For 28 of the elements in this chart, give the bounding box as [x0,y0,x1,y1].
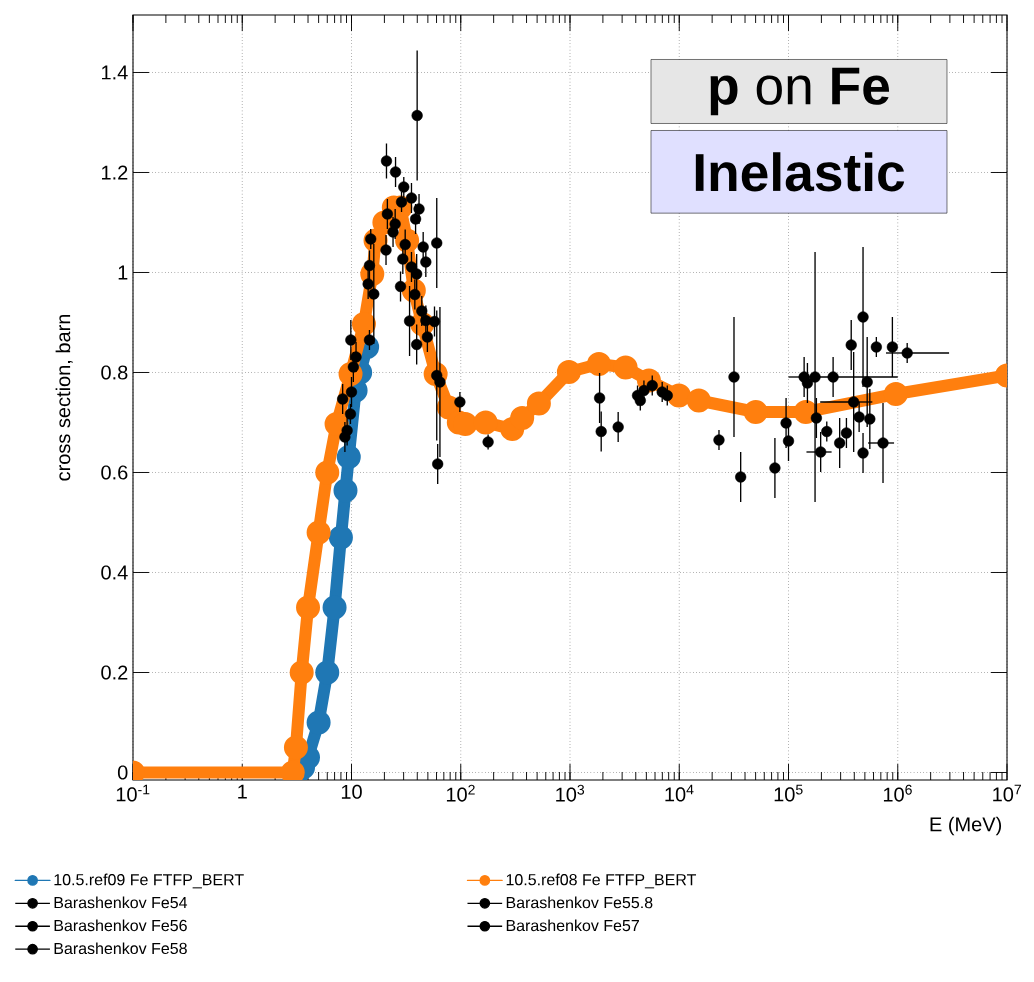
x-tick-label: 1 [238,784,247,799]
x-axis-title: E (MeV) [930,816,1002,836]
y-axis-title: cross section, barn [55,314,73,481]
y-tick-label: 1.2 [102,165,128,180]
x-tick-label: 10 [341,784,362,799]
x-tick-label: 10$^{5}$ [774,784,803,802]
legend-label: Barashenkov Fe58 [54,942,187,955]
y-tick-label: 1.4 [102,65,128,80]
x-tick-label: 10$^{4}$ [665,784,694,802]
x-tick-label: 10$^{-1}$ [116,784,150,802]
y-tick-label: 0.6 [101,465,128,480]
legend-label: Barashenkov Fe54 [54,896,188,909]
annotation: p on Fe [710,67,890,116]
y-tick-label: 0 [117,765,128,780]
y-tick-label: 0.4 [101,565,128,580]
legend-label: 10.5.ref08 Fe FTFP_BERT [506,873,697,889]
x-tick-label: 10$^{6}$ [883,784,912,802]
legend-label: Barashenkov Fe56 [54,919,187,932]
legend-label: 10.5.ref09 Fe FTFP_BERT [54,873,244,889]
annotation: Inelastic [695,152,905,192]
legend-label: Barashenkov Fe57 [506,919,639,932]
x-tick-label: 10$^{7}$ [993,784,1021,802]
x-tick-label: 10$^{2}$ [446,784,475,802]
x-tick-label: 10$^{3}$ [556,784,585,802]
legend-label: Barashenkov Fe55.8 [506,896,653,909]
y-tick-label: 0.2 [101,665,128,680]
y-tick-label: 1 [118,265,128,280]
y-tick-label: 0.8 [101,365,128,380]
